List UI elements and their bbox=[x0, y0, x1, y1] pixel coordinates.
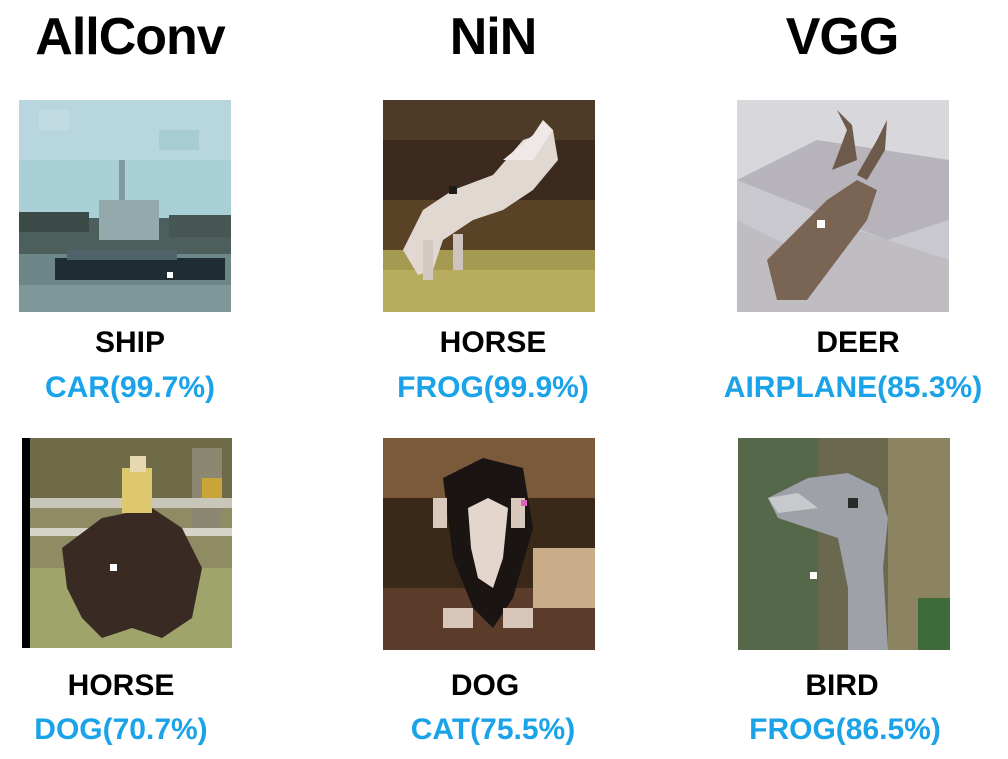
image-horse-jumping bbox=[383, 100, 595, 312]
image-dog bbox=[383, 438, 595, 650]
image-bird bbox=[738, 438, 950, 650]
image-horse-rider bbox=[22, 438, 232, 648]
predicted-label: AIRPLANE(85.3%) bbox=[723, 371, 983, 404]
column-title-nin: NiN bbox=[449, 8, 538, 66]
true-label: BIRD bbox=[805, 669, 879, 702]
true-label: HORSE bbox=[67, 669, 175, 702]
true-label: DOG bbox=[450, 669, 520, 702]
predicted-label: FROG(99.9%) bbox=[397, 371, 589, 404]
predicted-label: FROG(86.5%) bbox=[749, 713, 941, 746]
column-title-allconv: AllConv bbox=[35, 8, 225, 66]
column-title-vgg: VGG bbox=[785, 8, 900, 66]
predicted-label: CAR(99.7%) bbox=[44, 371, 216, 404]
image-deer bbox=[737, 100, 949, 312]
true-label: SHIP bbox=[94, 326, 166, 359]
image-ship bbox=[19, 100, 231, 312]
true-label: HORSE bbox=[439, 326, 547, 359]
true-label: DEER bbox=[816, 326, 900, 359]
predicted-label: DOG(70.7%) bbox=[34, 713, 208, 746]
predicted-label: CAT(75.5%) bbox=[410, 713, 576, 746]
